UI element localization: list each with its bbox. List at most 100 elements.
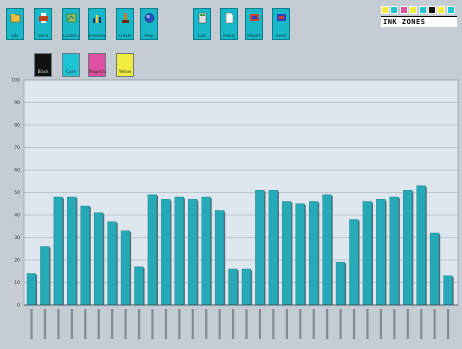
bar-zone-29 [403,190,413,306]
y-tick-label: 30 [14,235,20,241]
swatch-black[interactable]: Black [34,53,52,77]
y-tick-label: 20 [14,258,20,264]
x-axis-label-mark [137,309,141,339]
x-axis-label-mark [285,309,288,339]
x-axis-label-mark [433,309,436,339]
x-axis-label-mark [191,309,194,339]
y-tick-label: 0 [17,303,20,309]
x-axis-label-mark [379,309,383,339]
y-tick-label: 40 [14,213,20,219]
bar-zone-16 [228,268,238,306]
toolbar-button-3[interactable]: Locate Data [62,8,80,40]
x-axis-label-mark [339,309,342,339]
toolbar-button-label: Inventory [89,34,105,38]
printer-icon [38,12,49,24]
send-icon [276,12,287,24]
bar-zone-15 [214,210,225,306]
ink-zone-chart: 0 10 20 30 40 50 60 70 80 90 100 [0,72,462,349]
bar-zone-17 [241,268,252,306]
toolbar-button-9[interactable]: Import [245,8,263,40]
x-axis-label-mark [312,309,315,339]
logo-cell [446,6,455,14]
bar-zone-14 [201,196,211,306]
bar-zone-28 [389,196,399,306]
x-axis-label-mark [30,309,33,339]
bar-zone-20 [282,201,292,306]
x-axis-label-mark [352,309,356,339]
x-axis-label-mark [406,309,409,339]
folder-open-icon [10,12,21,24]
y-tick-label: 80 [14,123,20,129]
toolbar-button-5[interactable]: Create [116,8,134,40]
toolbar-button-8[interactable]: Ready [220,8,238,40]
x-axis-label-mark [57,309,60,339]
bar-zone-26 [362,201,373,306]
bar-zone-24 [335,262,346,306]
toolbar-button-label: Send [275,34,287,38]
x-axis-label-mark [393,309,396,339]
toolbar-button-label: Help [144,34,154,38]
toolbar-button-label: Create [118,34,132,38]
logo-cell [428,6,436,14]
logo-cell [437,6,446,14]
bar-zone-21 [295,203,305,306]
logo-cell [418,6,427,14]
x-axis-label-mark [84,309,87,339]
bar-zone-18 [255,190,265,306]
toolbar-button-10[interactable]: Send [272,8,290,40]
logo-cell [390,6,399,14]
toolbar-button-7[interactable]: Calc [193,8,211,40]
toolbar-button-1[interactable]: Qty [6,8,24,40]
bar-zone-5 [80,205,90,306]
logo-cell [409,6,418,14]
y-tick-label: 90 [14,100,20,106]
import-icon [249,12,260,24]
x-axis-label-mark [366,309,369,339]
toolbar: Qty Send Locate Data Inventory Create Help Cal… [0,0,462,50]
toolbar-button-6[interactable]: Help [140,8,158,40]
y-tick-label: 100 [11,78,20,84]
toolbar-button-4[interactable]: Inventory [88,8,106,40]
bar-zone-23 [322,194,332,306]
bar-zone-30 [416,185,426,306]
logo-text: INK ZONES [383,18,426,26]
x-axis-label-mark [111,309,114,339]
toolbar-button-label: Locate Data [63,34,79,38]
bar-chart-svg: 0 10 20 30 40 50 60 70 80 90 100 [11,78,459,339]
x-axis-label-mark [299,309,302,339]
ink-zones-logo: INK ZONES [381,6,457,36]
logo-band: INK ZONES [381,16,457,27]
bar-zone-12 [174,196,184,306]
bar-zone-4 [67,196,77,306]
document-icon [224,12,235,24]
toolbar-button-2[interactable]: Send [34,8,52,40]
bar-zone-19 [268,190,278,306]
swatch-magenta[interactable]: Magenta [88,53,106,77]
swatch-label: Magenta [89,69,107,74]
bar-zone-13 [188,199,198,306]
swatch-yellow[interactable]: Yellow [116,53,134,77]
bar-zone-11 [161,199,171,306]
toolbar-button-label: Send [37,34,49,38]
logo-cell [381,6,389,14]
swatch-cyan[interactable]: Cyan [62,53,80,77]
toolbar-button-label: Qty [11,34,19,38]
bar-zone-2 [40,246,50,306]
bar-zone-10 [147,194,158,306]
toolbar-button-label: Ready [222,34,236,38]
bar-zone-25 [349,219,359,306]
map-icon [66,12,77,24]
x-axis-label-mark [178,309,181,339]
y-tick-label: 70 [14,145,20,151]
bar-zone-7 [107,221,117,306]
x-axis-label-mark [272,309,275,339]
toolbar-button-label: Import [247,34,261,38]
bar-zone-27 [376,199,386,306]
bar-zone-22 [308,201,319,306]
swatch-label: Black [37,69,49,74]
bar-zone-9 [134,266,144,306]
x-axis-label-mark [326,309,329,339]
toolbar-button-label: Calc [197,34,207,38]
tools-icon [120,12,131,24]
x-axis-label-mark [420,309,423,339]
